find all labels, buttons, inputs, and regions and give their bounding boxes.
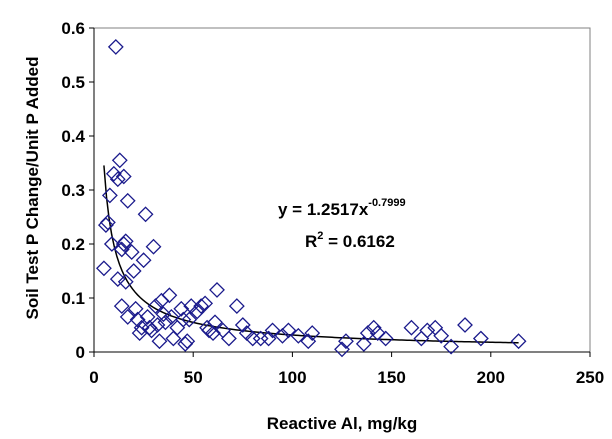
x-tick-label: 50: [184, 368, 203, 387]
data-point: [280, 322, 297, 339]
data-point: [139, 308, 156, 325]
data-point: [125, 263, 142, 279]
data-point: [135, 252, 152, 269]
data-point: [123, 244, 140, 261]
data-point: [117, 273, 134, 290]
plot-area: 0 0.1 0.2 0.3 0.4 0.5 0.6 0 50 100 150 200 250: [61, 19, 604, 387]
data-point: [472, 330, 489, 347]
data-point: [119, 192, 136, 209]
data-point: [155, 306, 172, 323]
r-squared-label: R2 = 0.6162: [305, 230, 395, 251]
data-point: [207, 314, 223, 331]
data-point: [175, 311, 192, 328]
data-point: [304, 325, 321, 342]
data-point: [377, 330, 394, 347]
data-point: [109, 171, 126, 188]
data-point: [103, 236, 120, 252]
data-point: [145, 238, 162, 255]
r2-prefix: R: [305, 232, 317, 251]
r2-exponent: 2: [317, 230, 323, 242]
data-point: [193, 298, 210, 315]
data-point: [197, 295, 214, 312]
data-point: [433, 327, 450, 344]
data-point: [173, 300, 190, 317]
data-point: [209, 281, 225, 298]
x-tick-label: 100: [278, 368, 306, 387]
data-point: [274, 327, 291, 344]
data-point: [165, 330, 182, 347]
data-point: [244, 330, 261, 347]
data-point: [107, 38, 124, 55]
data-point: [109, 271, 126, 288]
y-tick-label: 0.5: [61, 73, 85, 92]
data-point: [151, 333, 168, 350]
data-point: [443, 338, 460, 355]
data-point: [129, 311, 146, 328]
trendline-equation: y = 1.2517x-0.7999: [278, 197, 406, 219]
y-tick-label: 0.6: [61, 19, 85, 38]
data-point: [119, 308, 136, 325]
data-point: [234, 317, 251, 333]
data-point: [99, 214, 116, 231]
data-point: [290, 327, 307, 344]
data-point: [147, 298, 164, 315]
data-point: [179, 333, 196, 350]
data-point: [369, 325, 386, 342]
data-point: [181, 311, 198, 328]
data-point: [228, 298, 245, 315]
data-point: [457, 317, 473, 333]
plot-frame: [93, 27, 591, 353]
y-tick-label: 0.4: [61, 127, 85, 146]
y-tick-label: 0.3: [61, 181, 85, 200]
data-point: [403, 319, 420, 336]
data-point: [96, 260, 112, 277]
data-point: [143, 322, 160, 339]
y-tick-label: 0.1: [61, 289, 85, 308]
data-point: [220, 330, 237, 347]
data-point: [338, 333, 354, 350]
data-point: [137, 206, 154, 223]
data-point: [127, 300, 144, 317]
data-point: [157, 314, 174, 331]
y-axis-title: Soil Test P Change/Unit P Added: [23, 57, 42, 320]
data-point: [163, 308, 180, 325]
x-axis-title: Reactive Al, mg/kg: [267, 414, 418, 433]
x-tick-label: 150: [377, 368, 405, 387]
data-point: [133, 319, 150, 336]
data-point: [113, 298, 130, 315]
data-point: [189, 303, 206, 320]
equation-main: y = 1.2517x: [278, 200, 369, 219]
data-point: [115, 168, 132, 185]
data-point: [365, 319, 382, 336]
data-point: [161, 287, 178, 304]
data-point: [252, 330, 269, 347]
y-tick-label: 0.2: [61, 235, 85, 254]
data-point: [111, 152, 128, 169]
data-point: [510, 333, 527, 350]
data-point: [149, 317, 166, 333]
x-tick-label: 0: [89, 368, 98, 387]
data-point: [117, 233, 134, 250]
data-point: [205, 325, 221, 342]
data-point: [101, 187, 118, 204]
data-point: [264, 322, 281, 339]
data-point: [355, 335, 372, 352]
equation-exponent: -0.7999: [368, 197, 405, 209]
x-tick-label: 250: [576, 368, 604, 387]
data-point: [105, 165, 122, 182]
r2-suffix: = 0.6162: [323, 232, 394, 251]
data-point: [419, 322, 436, 339]
y-tick-label: 0: [76, 343, 85, 362]
x-tick-label: 200: [477, 368, 505, 387]
